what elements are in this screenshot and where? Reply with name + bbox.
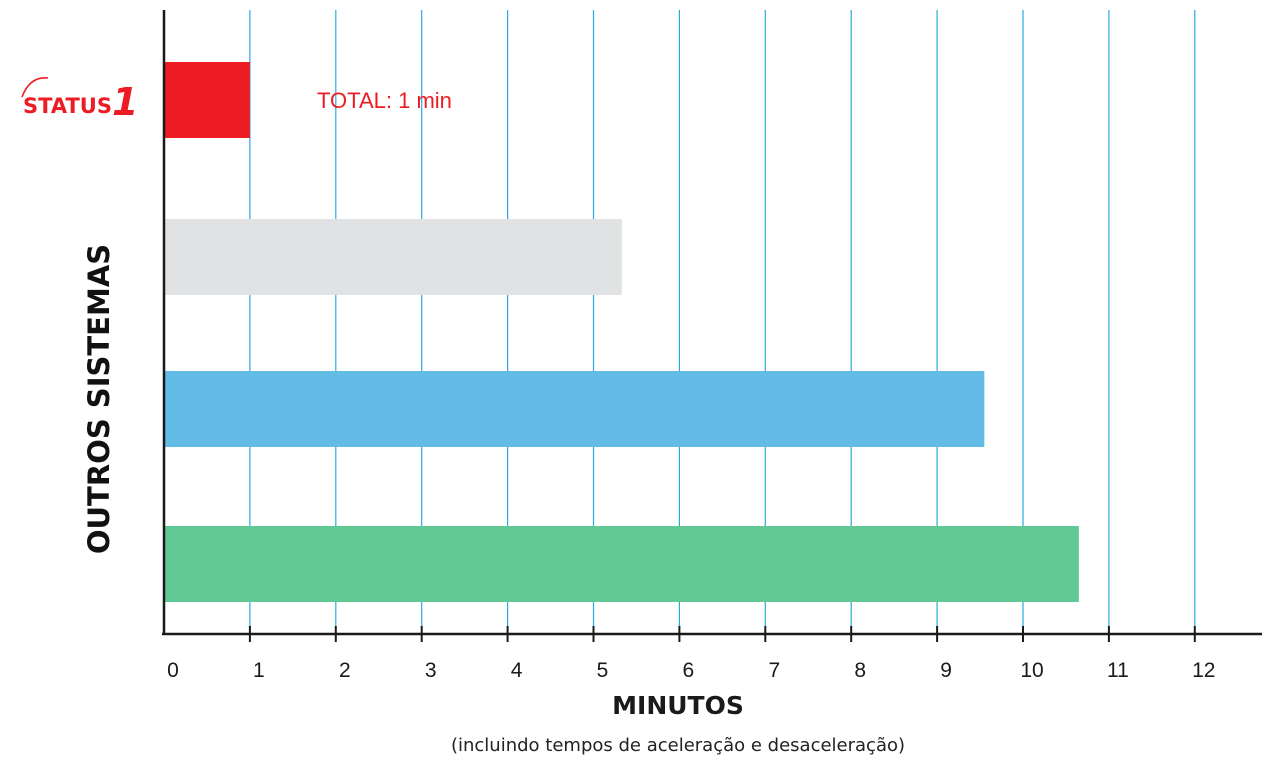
- x-tick-label: 9: [940, 659, 952, 682]
- bar: [164, 219, 622, 295]
- x-tick-label: 1: [253, 659, 265, 682]
- x-tick-label: 2: [339, 659, 351, 682]
- x-tick-label: 6: [683, 659, 695, 682]
- bar: [164, 526, 1079, 602]
- logo-numeral: 1: [112, 80, 138, 124]
- bar: [164, 62, 250, 138]
- x-axis-subtitle: (incluindo tempos de aceleração e desace…: [451, 735, 905, 756]
- x-ticks: [248, 626, 1196, 642]
- total-annotation: TOTAL: 1 min: [317, 88, 452, 113]
- x-tick-label: 10: [1020, 659, 1043, 682]
- logo-swoosh: [21, 77, 49, 98]
- x-tick-label: 5: [597, 659, 609, 682]
- x-tick-label: 8: [854, 659, 866, 682]
- x-tick-labels: 0 1 2 3 4 5 6 7 8 9 10 11 12: [167, 659, 1215, 682]
- logo-text: STATUS: [23, 94, 112, 118]
- x-tick-label: 11: [1107, 659, 1129, 682]
- bar: [164, 371, 985, 447]
- x-tick-label: 3: [425, 659, 437, 682]
- x-tick-label: 4: [511, 659, 523, 682]
- x-tick-label: 12: [1192, 659, 1215, 682]
- bars: [164, 62, 1079, 602]
- x-tick-label: 7: [768, 659, 780, 682]
- status1-logo: STATUS 1: [21, 77, 138, 124]
- x-tick-label: 0: [167, 659, 179, 682]
- x-axis-title: MINUTOS: [612, 691, 744, 720]
- y-axis-title: OUTROS SISTEMAS: [82, 244, 116, 554]
